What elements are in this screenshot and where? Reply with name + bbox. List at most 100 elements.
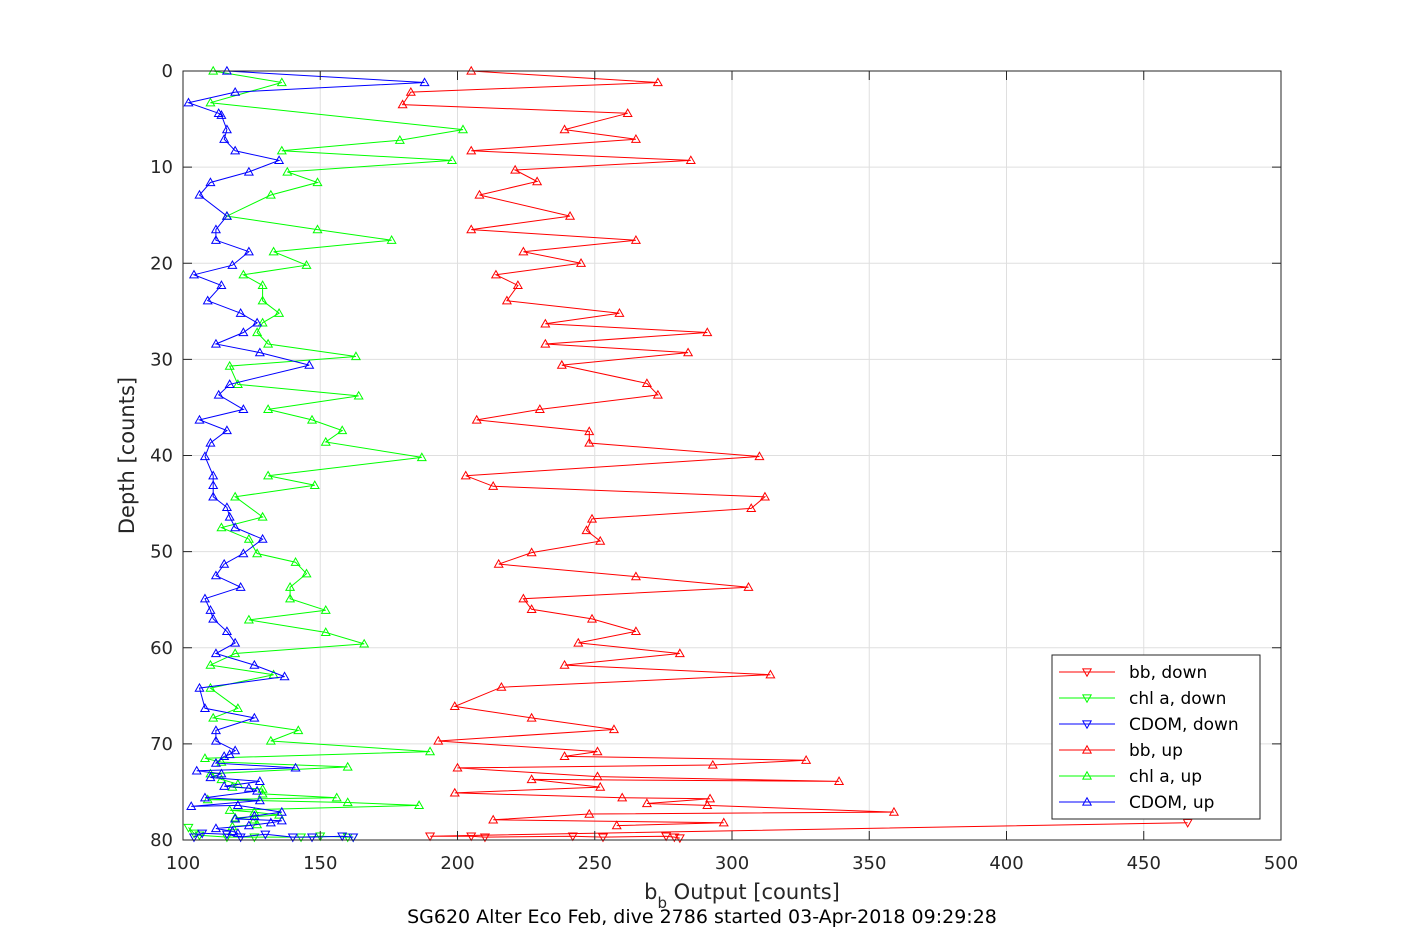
data-point (265, 735, 276, 745)
data-point (526, 712, 537, 722)
chart-title: SG620 Alter Eco Feb, dive 2786 started 0… (407, 906, 997, 928)
data-point (595, 535, 606, 545)
data-point (210, 570, 222, 580)
data-point (232, 800, 243, 810)
y-tick-label: 40 (150, 446, 173, 467)
data-point (501, 295, 512, 305)
data-point (252, 548, 263, 558)
data-point (290, 762, 301, 772)
legend-items: bb, down chl a, down CDOM, down bb, up chl a… (1059, 663, 1239, 813)
data-point (202, 794, 213, 804)
data-point (227, 821, 238, 831)
data-point (257, 783, 268, 793)
data-point (386, 234, 397, 244)
data-point (257, 295, 268, 305)
data-point (254, 776, 265, 786)
data-point (224, 804, 235, 814)
data-point (199, 593, 211, 603)
data-point (208, 613, 219, 623)
data-point (238, 548, 249, 558)
data-point (216, 522, 227, 532)
legend-item: bb, down (1059, 663, 1207, 683)
data-point (205, 177, 216, 187)
data-point (630, 626, 641, 636)
y-tick-label: 50 (150, 542, 173, 563)
x-tick-labels: 100 150 200 250 300 350 400 450 500 (166, 853, 1298, 874)
series-0 (424, 819, 1193, 844)
data-point (559, 659, 570, 669)
data-point (230, 637, 241, 647)
x-tick-label: 250 (578, 853, 612, 874)
data-point (466, 65, 477, 75)
data-point (433, 735, 444, 745)
x-tick-label: 300 (715, 853, 749, 874)
legend-swatch-marker (1081, 770, 1093, 780)
data-point (337, 832, 348, 842)
data-point (293, 725, 304, 735)
data-point (471, 414, 482, 424)
data-point (405, 86, 416, 96)
data-point (265, 189, 276, 199)
data-point (449, 701, 460, 711)
data-point (833, 776, 845, 786)
data-point (290, 556, 301, 566)
data-point (301, 259, 312, 269)
data-point (669, 833, 680, 843)
data-point (208, 491, 219, 501)
data-point (235, 581, 246, 591)
data-point (279, 671, 290, 681)
data-point (295, 833, 307, 843)
data-point (452, 762, 463, 772)
data-point (208, 65, 219, 75)
data-point (652, 77, 663, 87)
data-point (652, 389, 663, 399)
data-point (224, 749, 235, 759)
data-point (526, 547, 537, 557)
data-point (567, 832, 578, 842)
series-5 (183, 65, 430, 837)
data-point (331, 792, 342, 802)
data-point (1182, 819, 1193, 828)
data-point (526, 604, 537, 613)
data-point (224, 511, 235, 521)
data-point (348, 833, 359, 843)
data-point (230, 145, 241, 155)
data-point (359, 638, 370, 648)
data-point (573, 637, 584, 647)
data-point (490, 269, 501, 279)
data-point (518, 246, 529, 256)
data-point (424, 832, 436, 842)
data-point (630, 234, 641, 244)
data-point (221, 626, 232, 636)
data-point (254, 795, 265, 805)
data-point (205, 772, 216, 782)
data-point (238, 269, 249, 279)
data-point (216, 768, 227, 778)
data-point (235, 308, 246, 317)
legend-item: CDOM, up (1059, 793, 1214, 813)
data-point (208, 712, 219, 722)
data-point (320, 627, 331, 637)
legend-label: chl a, up (1129, 767, 1202, 787)
data-point (227, 826, 238, 835)
data-point (702, 327, 713, 337)
series-line (204, 70, 464, 827)
data-point (630, 571, 641, 581)
data-point (559, 124, 570, 134)
data-point (194, 682, 205, 692)
y-tick-label: 20 (150, 253, 173, 274)
data-point (702, 800, 713, 810)
data-point (320, 436, 331, 446)
data-point (564, 210, 576, 220)
data-point (674, 834, 685, 844)
data-point (414, 800, 425, 810)
data-point (540, 318, 551, 328)
data-point (263, 470, 274, 480)
data-point (243, 782, 254, 792)
data-point (754, 451, 765, 461)
legend-label: CDOM, down (1129, 715, 1239, 735)
data-point (219, 134, 230, 143)
data-point (584, 426, 595, 436)
y-tick-labels: 0 10 20 30 40 50 60 70 80 (150, 61, 173, 851)
data-point (186, 801, 197, 811)
